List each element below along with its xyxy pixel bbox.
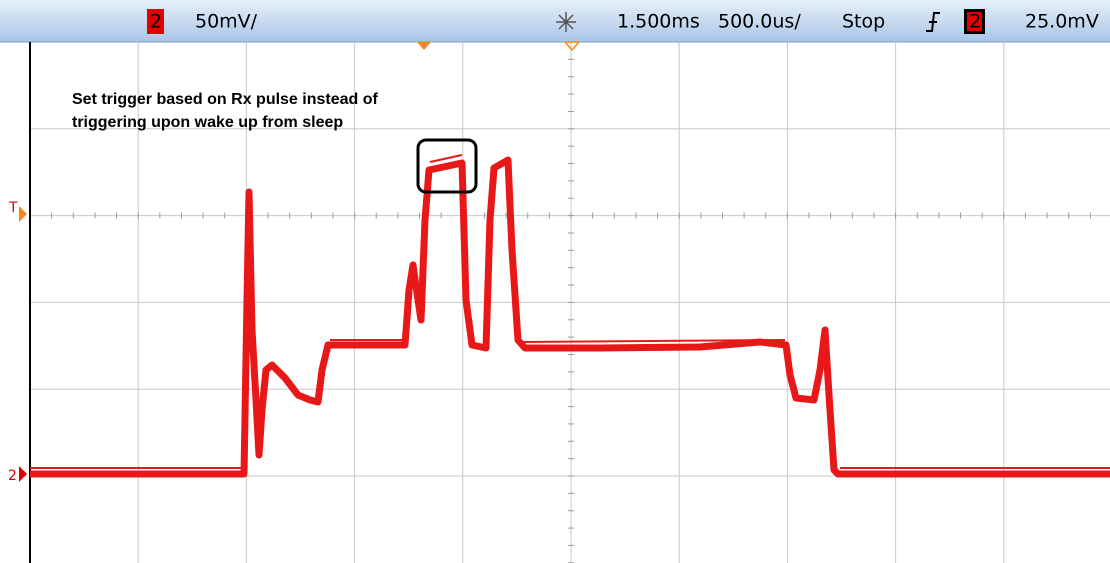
highlight-box [416,138,478,194]
trigger-level: 25.0mV [1025,11,1099,33]
run-status: Stop [842,11,885,33]
graticule [29,41,1110,563]
delay: 1.500ms [617,11,700,33]
trigger-position-marker [417,42,431,50]
header-bar [0,0,1110,42]
trigger-level-arrow [19,206,27,222]
annotation-line: triggering upon wake up from sleep [72,114,343,131]
vertical-scale: 50mV/ [195,11,258,33]
timebase: 500.0us/ [718,11,801,33]
trigger-channel-badge-inner [967,12,982,31]
trigger-channel: 2 [969,11,981,33]
channel-number: 2 [150,11,162,33]
ground-label: 2 [8,468,17,484]
trigger-label: T [8,200,18,216]
acquire-icon [556,12,576,32]
waveform [30,156,1110,478]
waveform-noise [30,154,1110,469]
delay-marker [563,41,581,52]
annotation-line: Set trigger based on Rx pulse instead of [72,91,379,108]
trigger-edge-icon [926,12,940,32]
ground-arrow [19,466,27,482]
channel-badge [147,9,164,34]
